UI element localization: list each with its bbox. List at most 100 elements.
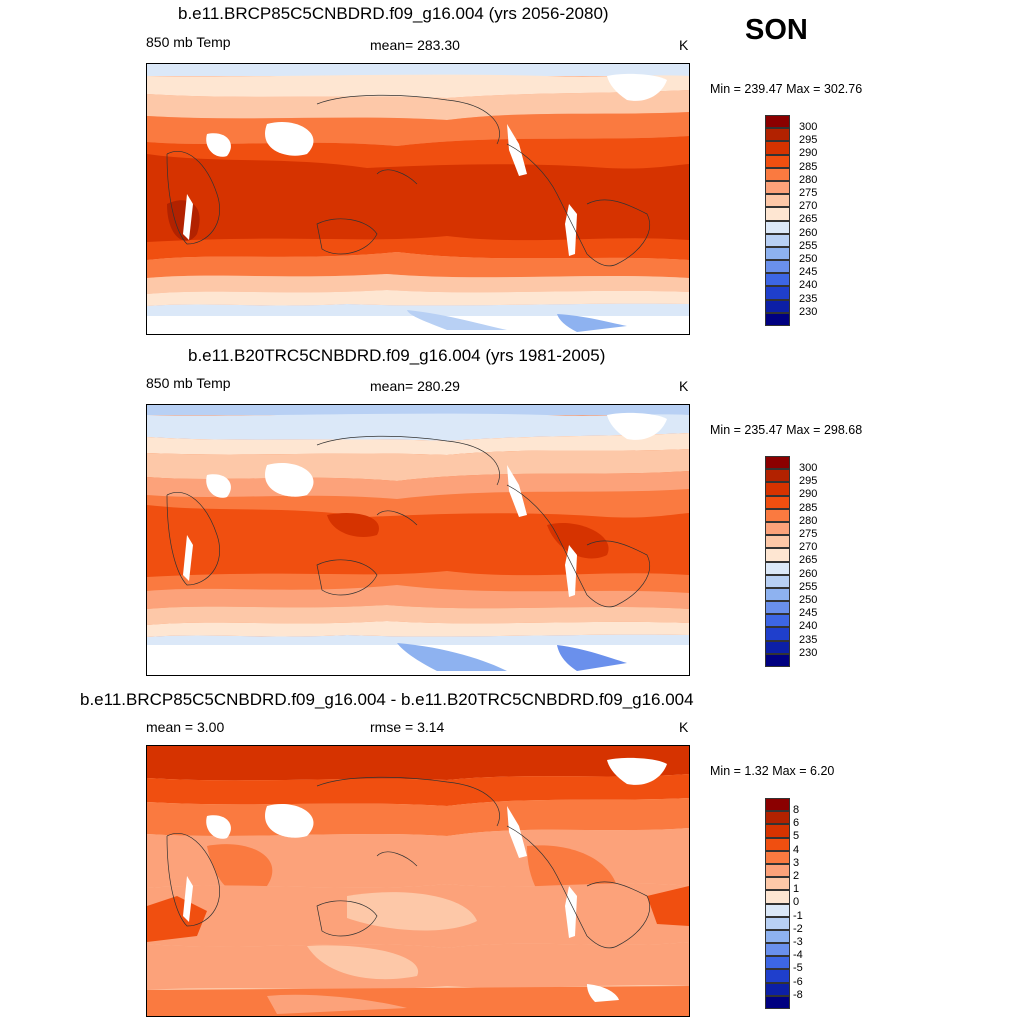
colorbar-tick-label: 240 [799, 620, 818, 633]
panel-1-colorbar-swatch [765, 312, 790, 326]
colorbar-tick-label: 290 [799, 488, 818, 501]
panel-1-colorbar [765, 115, 790, 326]
colorbar-tick-label: 2 [793, 870, 800, 882]
panel-2-colorbar-swatch [765, 653, 790, 667]
panel-3-mean-label: mean = 3.00 [146, 719, 225, 735]
colorbar-tick-label: 290 [799, 147, 818, 160]
panel-1-variable-label: 850 mb Temp [146, 34, 231, 50]
panel-2-colorbar-swatch [765, 614, 790, 628]
panel-2-colorbar-swatch [765, 508, 790, 522]
panel-3-colorbar-swatch [765, 877, 790, 891]
panel-3-rmse-label: rmse = 3.14 [370, 719, 445, 735]
panel-2-colorbar-swatch [765, 587, 790, 602]
panel-1-colorbar-swatch [765, 154, 790, 168]
panel-3-colorbar-swatch [765, 837, 790, 851]
panel-2-colorbar-swatch [765, 561, 790, 575]
panel-3-colorbar-swatch [765, 956, 790, 970]
colorbar-tick-label: 280 [799, 514, 818, 527]
panel-3-units-label: K [679, 719, 689, 735]
panel-1-minmax: Min = 239.47 Max = 302.76 [710, 82, 863, 96]
colorbar-tick-label: 3 [793, 856, 800, 869]
colorbar-tick-label: 240 [799, 279, 818, 292]
colorbar-tick-label: -6 [793, 975, 803, 988]
colorbar-tick-label: 265 [799, 213, 818, 226]
colorbar-tick-label: -2 [793, 922, 803, 935]
colorbar-tick-label: 295 [799, 134, 818, 147]
panel-1-map [146, 63, 690, 335]
panel-1-colorbar-swatch [765, 194, 790, 208]
colorbar-tick-label: 255 [799, 239, 818, 252]
colorbar-tick-label: -3 [793, 936, 803, 948]
panel-1-map-field [147, 64, 689, 334]
panel-1-units-label: K [679, 37, 689, 53]
panel-3-minmax: Min = 1.32 Max = 6.20 [710, 764, 835, 778]
panel-3-colorbar-swatch [765, 916, 790, 930]
panel-3-title: b.e11.BRCP85C5CNBDRD.f09_g16.004 - b.e11… [80, 690, 694, 709]
panel-2-variable-label: 850 mb Temp [146, 375, 231, 391]
colorbar-tick-label: -5 [793, 962, 803, 975]
panel-2-map [146, 404, 690, 676]
panel-1-colorbar-swatch [765, 233, 790, 247]
panel-2-colorbar-swatch [765, 574, 790, 588]
panel-3-colorbar-swatch [765, 929, 790, 944]
panel-3-colorbar-swatch [765, 824, 790, 838]
panel-2-colorbar-swatch [765, 535, 790, 549]
colorbar-tick-label: 300 [799, 462, 818, 474]
season-label: SON [745, 14, 808, 46]
panel-2-title: b.e11.B20TRC5CNBDRD.f09_g16.004 (yrs 198… [188, 346, 606, 365]
panel-2-colorbar-swatch [765, 627, 790, 641]
colorbar-tick-label: 285 [799, 501, 818, 514]
panel-2-colorbar-swatch [765, 640, 790, 654]
panel-3-colorbar-swatch [765, 811, 790, 825]
colorbar-tick-label: 260 [799, 226, 818, 239]
panel-1-colorbar-swatch [765, 246, 790, 261]
colorbar-tick-label: 300 [799, 121, 818, 133]
colorbar-tick-label: 235 [799, 633, 818, 646]
colorbar-tick-label: 245 [799, 266, 818, 279]
colorbar-tick-label: 255 [799, 580, 818, 593]
colorbar-tick-label: -1 [793, 909, 803, 922]
colorbar-tick-label: 1 [793, 883, 800, 896]
panel-1-colorbar-swatch [765, 128, 790, 142]
colorbar-tick-label: 265 [799, 554, 818, 567]
colorbar-tick-label: -8 [793, 988, 803, 1001]
colorbar-tick-label: -4 [793, 949, 803, 962]
panel-1-colorbar-swatch [765, 220, 790, 234]
colorbar-tick-label: 0 [793, 896, 800, 909]
panel-1-colorbar-swatch [765, 273, 790, 287]
colorbar-tick-label: 285 [799, 160, 818, 173]
panel-3-colorbar-swatch [765, 798, 790, 812]
panel-3-map-field [147, 746, 689, 1016]
panel-2-units-label: K [679, 378, 689, 394]
colorbar-tick-label: 275 [799, 187, 818, 199]
colorbar-tick-label: 6 [793, 817, 800, 830]
colorbar-tick-label: 5 [793, 830, 800, 843]
colorbar-tick-label: 270 [799, 200, 818, 213]
colorbar-tick-label: 275 [799, 528, 818, 540]
panel-2-colorbar-swatch [765, 601, 790, 615]
colorbar-tick-label: 280 [799, 173, 818, 186]
panel-2-colorbar [765, 456, 790, 667]
panel-1-title: b.e11.BRCP85C5CNBDRD.f09_g16.004 (yrs 20… [178, 4, 609, 23]
panel-2-colorbar-swatch [765, 495, 790, 509]
panel-3-colorbar-swatch [765, 863, 790, 878]
panel-2-colorbar-swatch [765, 469, 790, 483]
panel-3-colorbar-swatch [765, 995, 790, 1009]
panel-2-minmax: Min = 235.47 Max = 298.68 [710, 423, 863, 437]
colorbar-tick-label: 235 [799, 292, 818, 305]
colorbar-tick-label: 260 [799, 567, 818, 580]
panel-3-colorbar-swatch [765, 982, 790, 996]
panel-1-colorbar-swatch [765, 167, 790, 181]
panel-1-colorbar-swatch [765, 180, 790, 195]
panel-3-colorbar [765, 798, 790, 1009]
panel-3-colorbar-swatch [765, 969, 790, 983]
panel-3-colorbar-swatch [765, 850, 790, 864]
panel-3-colorbar-swatch [765, 903, 790, 917]
panel-1-mean-label: mean= 283.30 [370, 37, 460, 53]
colorbar-tick-label: 8 [793, 804, 800, 816]
colorbar-tick-label: 295 [799, 475, 818, 488]
colorbar-tick-label: 270 [799, 541, 818, 554]
panel-3-colorbar-swatch [765, 890, 790, 904]
panel-3-colorbar-swatch [765, 943, 790, 957]
panel-1-colorbar-swatch [765, 115, 790, 129]
